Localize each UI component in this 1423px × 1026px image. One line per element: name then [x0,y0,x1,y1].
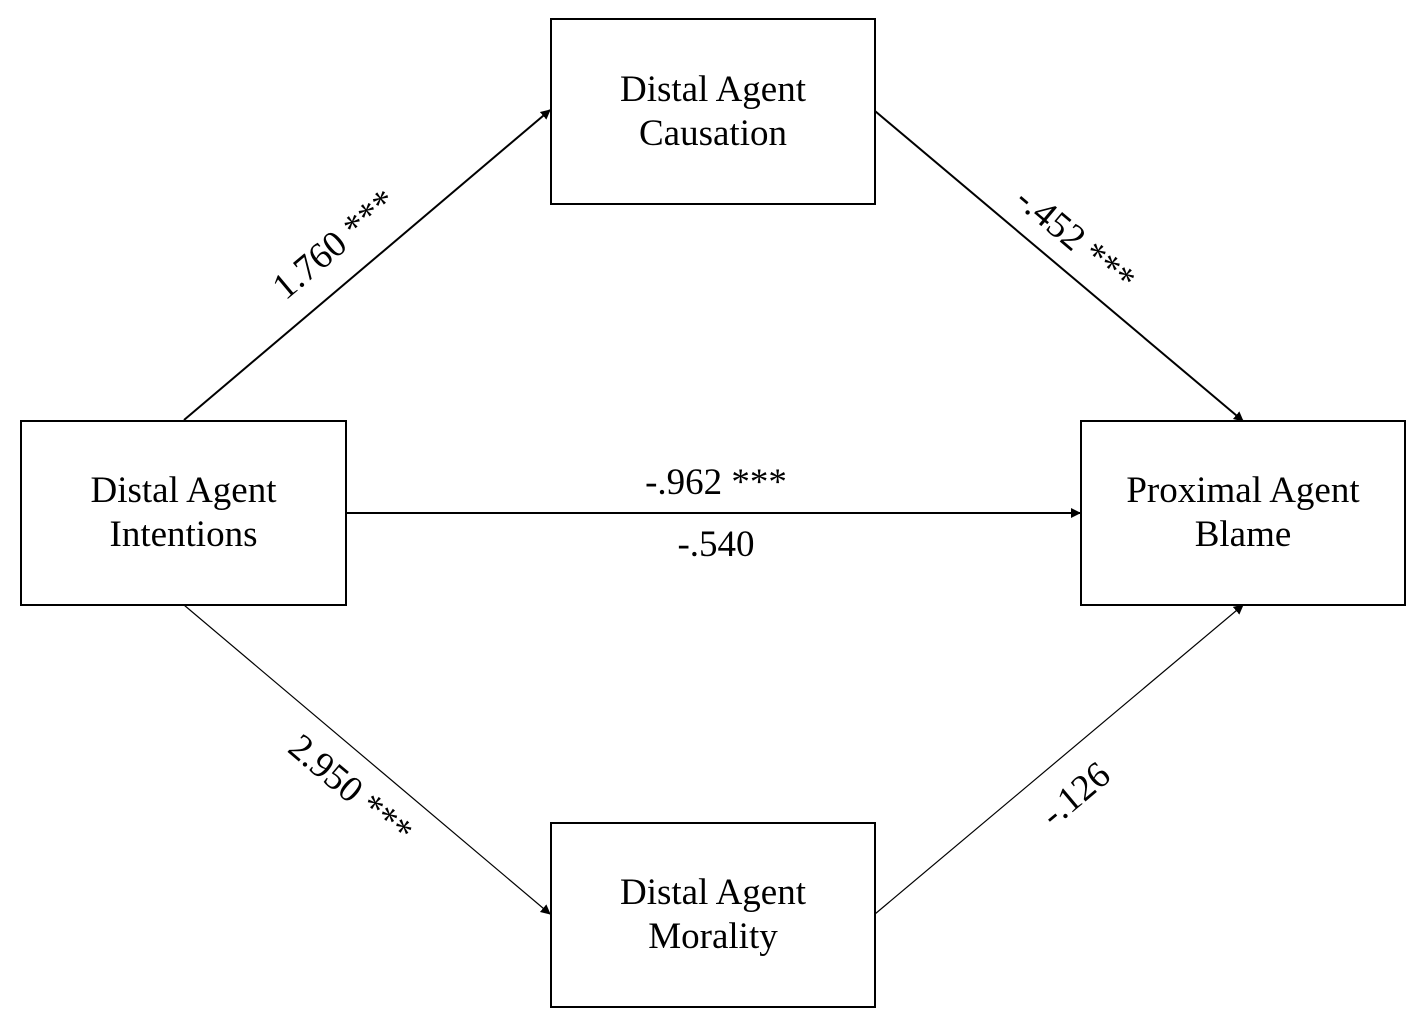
node-proximal-agent-blame: Proximal Agent Blame [1080,420,1406,606]
node-label-line1: Distal Agent [619,68,806,110]
node-label-line1: Proximal Agent [1126,470,1360,511]
node-label-line2: Blame [1194,514,1292,555]
node-label-line2: Intentions [109,514,258,555]
coefficient-direct-effect: -.540 [677,524,755,565]
arrow-intentions-to-causation [183,109,551,421]
node-distal-agent-morality: Distal Agent Morality [550,822,876,1008]
node-label-line2: Causation [639,112,787,154]
node-distal-agent-intentions: Distal Agent Intentions [20,420,347,606]
coefficient-total-effect: -.962 *** [645,462,787,503]
node-label-line1: Distal Agent [619,872,806,913]
node-label-line1: Distal Agent [90,470,277,511]
node-distal-agent-causation: Distal Agent Causation [550,18,876,205]
arrow-causation-to-blame [874,110,1244,422]
arrow-morality-to-blame [874,604,1244,915]
arrow-intentions-to-morality [183,604,551,915]
node-label-line2: Morality [648,916,778,957]
